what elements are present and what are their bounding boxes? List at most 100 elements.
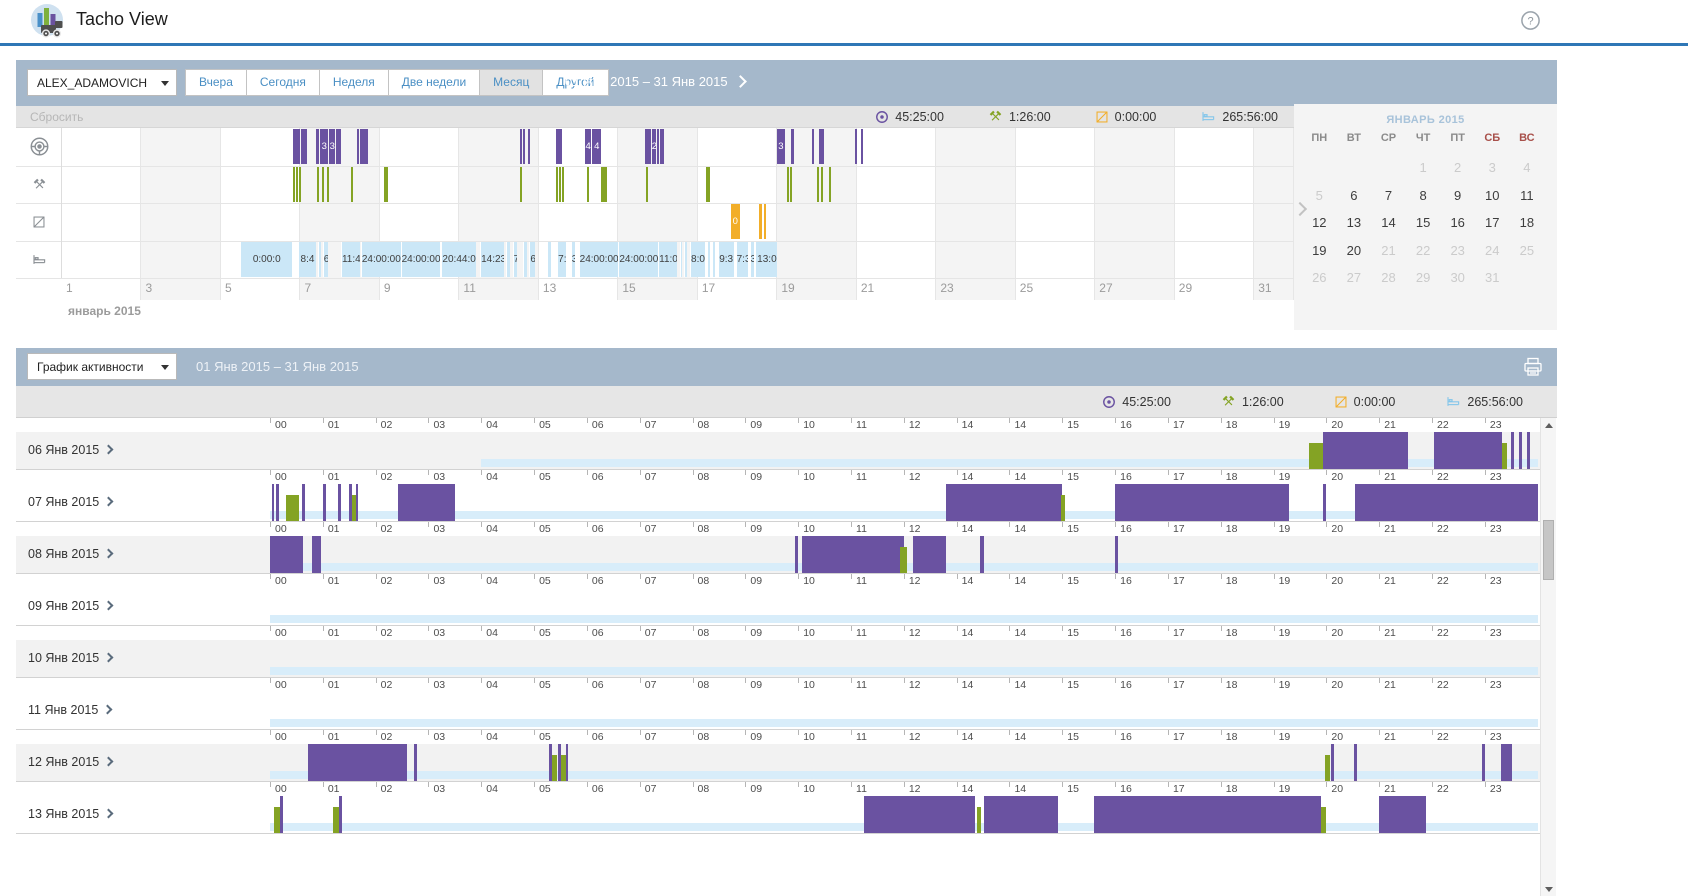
month-segment-work xyxy=(789,166,792,202)
calendar-day[interactable]: 15 xyxy=(1415,215,1431,230)
range-button[interactable]: Сегодня xyxy=(245,69,320,96)
hour-tick-label: 21 xyxy=(1384,419,1396,431)
month-day-tick: 3 xyxy=(145,281,153,295)
hour-tick xyxy=(956,782,958,787)
month-segment-rest: 7:3 xyxy=(735,241,748,277)
calendar-day[interactable]: 11 xyxy=(1520,187,1534,203)
hour-tick-label: 19 xyxy=(1278,731,1291,743)
day-label[interactable]: 09 Янв 2015 xyxy=(28,599,114,613)
hour-tick-label: 15 xyxy=(1067,523,1079,535)
calendar-day xyxy=(1510,264,1545,292)
activity-segment-drive xyxy=(946,484,1063,521)
activity-segment-work xyxy=(560,755,566,781)
calendar-day[interactable]: 13 xyxy=(1346,215,1362,230)
month-segment-work xyxy=(299,166,302,202)
driver-select[interactable]: ALEX_ADAMOVICH xyxy=(27,69,177,96)
calendar-day[interactable]: 7 xyxy=(1384,187,1393,203)
work-tools-icon xyxy=(1221,394,1236,409)
scrollbar-thumb[interactable] xyxy=(1543,520,1554,580)
calendar-day[interactable]: 14 xyxy=(1381,215,1396,230)
hour-tick xyxy=(586,782,588,787)
hour-tick xyxy=(639,574,641,579)
hour-tick xyxy=(481,678,483,683)
day-label[interactable]: 08 Янв 2015 xyxy=(28,547,114,561)
hour-tick xyxy=(375,782,377,787)
range-button[interactable]: Вчера xyxy=(185,69,247,96)
chevron-right-icon[interactable] xyxy=(733,75,747,88)
hour-tick xyxy=(1484,730,1486,735)
segment-label: 24:00:00 xyxy=(361,253,401,265)
calendar-day[interactable]: 6 xyxy=(1350,187,1358,203)
calendar-day: 29 xyxy=(1415,270,1431,285)
view-select[interactable]: График активности xyxy=(27,353,177,380)
hour-tick xyxy=(1220,470,1222,475)
hour-tick xyxy=(534,626,536,631)
activity-segment-work xyxy=(1321,807,1326,833)
reset-button[interactable]: Сбросить xyxy=(30,109,84,124)
month-segment-work xyxy=(561,166,564,202)
hour-tick xyxy=(903,470,905,475)
day-label[interactable]: 12 Янв 2015 xyxy=(28,755,114,769)
hour-scale-row: 00 01 02 03 04 05 06 07 08 09 10 11 12 14 14 15 16 17 18 19… xyxy=(16,522,1540,536)
calendar-day[interactable]: 12 xyxy=(1312,215,1327,230)
activity-segment-rest xyxy=(270,615,1538,623)
calendar-day[interactable]: 17 xyxy=(1485,215,1500,230)
calendar-day[interactable]: 8 xyxy=(1419,187,1427,203)
hour-tick-label: 07 xyxy=(644,783,657,795)
hour-tick xyxy=(1115,730,1117,735)
segment-label: 20:44:0 xyxy=(442,253,476,265)
scroll-up-icon[interactable] xyxy=(1541,418,1556,432)
activity-segment-drive xyxy=(1379,796,1426,833)
range-button[interactable]: Месяц xyxy=(479,69,544,96)
help-icon[interactable]: ? xyxy=(1520,10,1541,31)
calendar-day[interactable]: 16 xyxy=(1450,215,1465,230)
month-segment-availability xyxy=(763,204,766,239)
print-icon[interactable] xyxy=(1522,356,1544,378)
hour-tick xyxy=(481,470,483,475)
scroll-down-icon[interactable] xyxy=(1541,882,1556,896)
hour-tick-label: 01 xyxy=(327,627,340,639)
calendar-day[interactable]: 10 xyxy=(1485,187,1500,203)
calendar-day[interactable]: 19 xyxy=(1312,242,1327,258)
calendar-day[interactable]: 20 xyxy=(1346,242,1362,258)
hour-tick-label: 05 xyxy=(539,783,551,795)
month-segment-driving xyxy=(854,129,857,164)
day-label[interactable]: 06 Янв 2015 xyxy=(28,443,114,457)
daily-rows-container: 00 01 02 03 04 05 06 07 08 09 10 11 12 14 14 15 16 17 18 19… xyxy=(16,418,1540,896)
hour-tick-label: 08 xyxy=(697,627,710,639)
hour-tick xyxy=(745,470,747,475)
calendar-weekday: СР xyxy=(1380,132,1397,144)
month-band xyxy=(221,128,301,300)
day-label[interactable]: 07 Янв 2015 xyxy=(28,495,114,509)
month-segment-work xyxy=(520,166,523,202)
range-button[interactable]: Другой xyxy=(542,69,609,96)
range-button[interactable]: Неделя xyxy=(318,69,389,96)
hour-tick xyxy=(1273,470,1275,475)
hour-tick-label: 16 xyxy=(1120,679,1132,691)
chevron-left-icon[interactable] xyxy=(546,75,559,88)
month-day-tick: 17 xyxy=(701,281,716,295)
stat-value: 265:56:00 xyxy=(1467,394,1523,409)
month-segment-driving xyxy=(356,129,359,164)
month-footer: январь 2015 xyxy=(16,300,1294,330)
day-label[interactable]: 10 Янв 2015 xyxy=(28,651,114,665)
calendar-day[interactable]: 9 xyxy=(1454,187,1462,203)
hour-tick xyxy=(1220,418,1222,423)
stat-value: 0:00:00 xyxy=(1114,109,1157,124)
day-label[interactable]: 11 Янв 2015 xyxy=(28,703,113,717)
activity-summary-stats: 45:25:00 1:26:00 0:00:00 265:56:00 xyxy=(1102,394,1523,409)
hour-tick-label: 17 xyxy=(1172,783,1185,795)
stat-value: 45:25:00 xyxy=(1122,394,1171,409)
hour-tick xyxy=(1009,574,1011,579)
calendar-day[interactable]: 18 xyxy=(1519,215,1535,230)
day-label[interactable]: 13 Янв 2015 xyxy=(28,807,114,821)
hour-tick xyxy=(1484,522,1486,527)
hour-tick xyxy=(534,522,536,527)
hour-tick xyxy=(1009,626,1011,631)
hour-tick-label: 15 xyxy=(1067,627,1079,639)
hour-tick xyxy=(428,730,430,735)
vertical-scrollbar[interactable] xyxy=(1540,418,1556,896)
day-label-text: 08 Янв 2015 xyxy=(28,547,100,561)
hour-tick-label: 21 xyxy=(1384,783,1396,795)
range-button[interactable]: Две недели xyxy=(387,69,481,96)
